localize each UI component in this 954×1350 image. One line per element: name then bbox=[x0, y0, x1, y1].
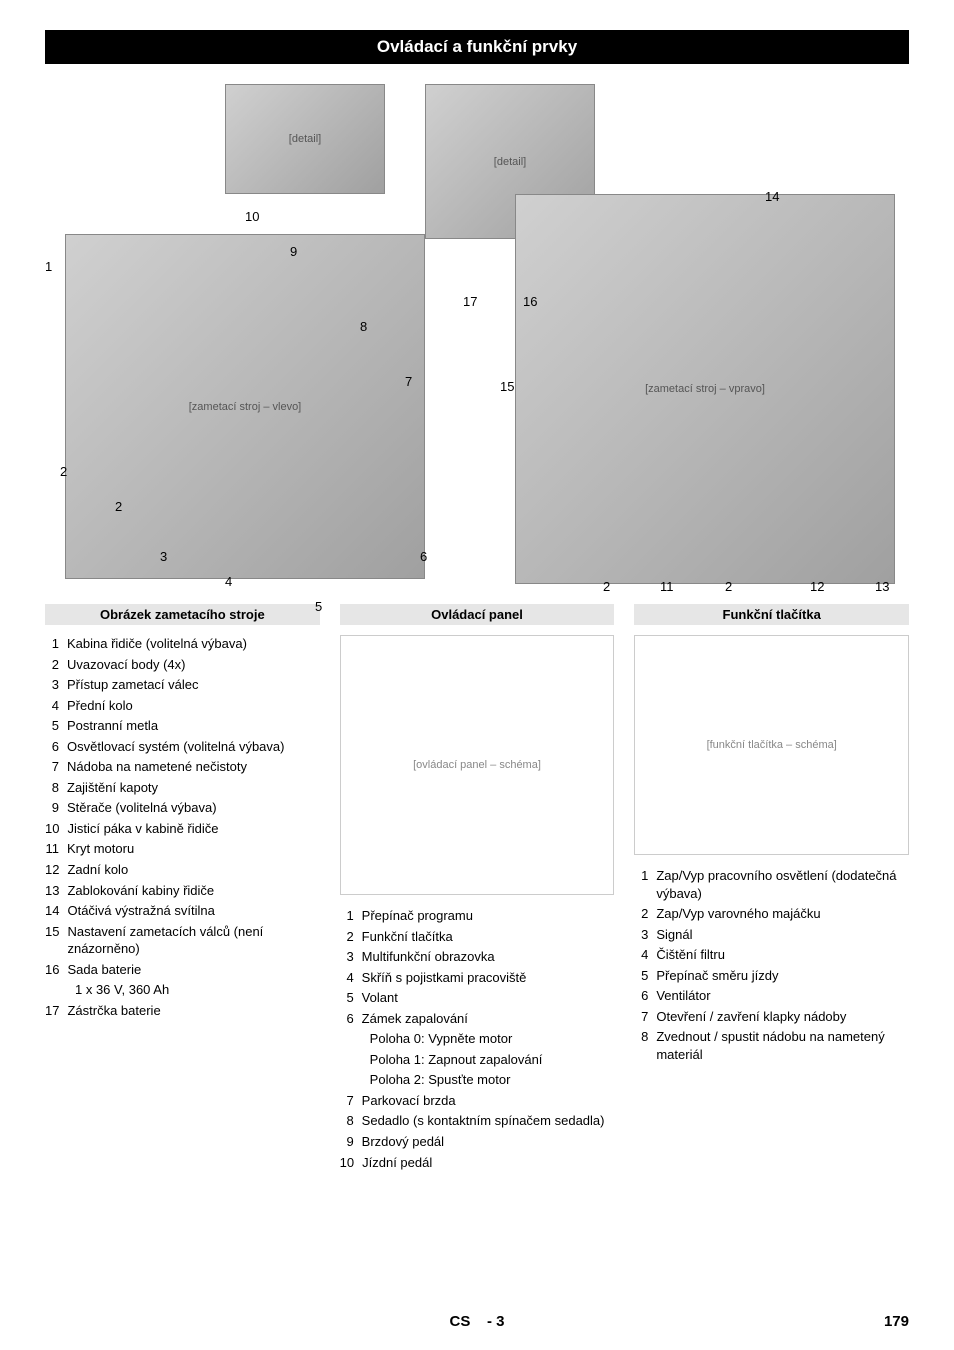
page-header: Ovládací a funkční prvky bbox=[45, 30, 909, 64]
list-item: Otáčivá výstražná svítilna bbox=[67, 902, 319, 920]
section-title-3: Funkční tlačítka bbox=[634, 604, 909, 625]
footer-page: 179 bbox=[884, 1313, 909, 1330]
callout: 10 bbox=[245, 209, 259, 224]
list-item: Zámek zapalování bbox=[362, 1010, 615, 1028]
list-item: Osvětlovací systém (volitelná výbava) bbox=[67, 738, 320, 756]
list-item: Multifunkční obrazovka bbox=[362, 948, 615, 966]
list-section1-cont: 17Zástrčka baterie bbox=[45, 1002, 320, 1020]
callout: 2 bbox=[603, 579, 610, 594]
list-item: Otevření / zavření klapky nádoby bbox=[656, 1008, 909, 1026]
photo-machine-right: [zametací stroj – vpravo] bbox=[515, 194, 895, 584]
column-2: Ovládací panel [ovládací panel – schéma]… bbox=[340, 604, 615, 1174]
list-item: Zajištění kapoty bbox=[67, 779, 320, 797]
footer-lang: CS bbox=[449, 1313, 470, 1330]
callout: 17 bbox=[463, 294, 477, 309]
callout: 2 bbox=[725, 579, 732, 594]
list-item: Zástrčka baterie bbox=[67, 1002, 319, 1020]
list-item: Parkovací brzda bbox=[362, 1092, 615, 1110]
list-item: Skříň s pojistkami pracoviště bbox=[362, 969, 615, 987]
content-columns: Obrázek zametacího stroje 1Kabina řidiče… bbox=[45, 604, 909, 1174]
list-subitem: Poloha 1: Zapnout zapalování bbox=[340, 1051, 615, 1069]
list-item: Sada baterie bbox=[67, 961, 319, 979]
list-item: Přepínač programu bbox=[362, 907, 615, 925]
list-item: Kabina řidiče (volitelná výbava) bbox=[67, 635, 320, 653]
list-item: Brzdový pedál bbox=[362, 1133, 615, 1151]
list-item: Přístup zametací válec bbox=[67, 676, 320, 694]
list-item: Ventilátor bbox=[656, 987, 909, 1005]
list-item: Nastavení zametacích válců (není znázorn… bbox=[67, 923, 319, 958]
section-title-2: Ovládací panel bbox=[340, 604, 615, 625]
list-item: Funkční tlačítka bbox=[362, 928, 615, 946]
photo-machine-left: [zametací stroj – vlevo] bbox=[65, 234, 425, 579]
list-item: Přepínač směru jízdy bbox=[656, 967, 909, 985]
callout: 2 bbox=[60, 464, 67, 479]
main-image-area: [detail] [detail] [zametací stroj – vlev… bbox=[45, 84, 909, 604]
list-item: Kryt motoru bbox=[67, 840, 320, 858]
list-item: Jízdní pedál bbox=[362, 1154, 614, 1172]
page-footer: CS - 3 179 bbox=[45, 1313, 909, 1330]
callout: 3 bbox=[160, 549, 167, 564]
footer-subpage: 3 bbox=[496, 1313, 504, 1330]
footer-center: CS - 3 bbox=[449, 1313, 504, 1330]
column-1: Obrázek zametacího stroje 1Kabina řidiče… bbox=[45, 604, 320, 1174]
list-item: Sedadlo (s kontaktním spínačem sedadla) bbox=[362, 1112, 615, 1130]
list-section2: 1Přepínač programu 2Funkční tlačítka 3Mu… bbox=[340, 907, 615, 1027]
footer-sep: - bbox=[487, 1313, 492, 1330]
list-item: Čištění filtru bbox=[656, 946, 909, 964]
callout: 16 bbox=[523, 294, 537, 309]
list-item: Přední kolo bbox=[67, 697, 320, 715]
diagram-function-buttons: [funkční tlačítka – schéma] bbox=[634, 635, 909, 855]
callout: 5 bbox=[315, 599, 322, 614]
list-item: Zablokování kabiny řidiče bbox=[67, 882, 319, 900]
callout: 12 bbox=[810, 579, 824, 594]
photo-detail-left: [detail] bbox=[225, 84, 385, 194]
list-subitem: Poloha 0: Vypněte motor bbox=[340, 1030, 615, 1048]
list-item: Volant bbox=[362, 989, 615, 1007]
callout: 1 bbox=[45, 259, 52, 274]
list-item: Zap/Vyp pracovního osvětlení (dodatečná … bbox=[656, 867, 909, 902]
list-section3: 1Zap/Vyp pracovního osvětlení (dodatečná… bbox=[634, 867, 909, 1063]
list-section2-cont: 7Parkovací brzda 8Sedadlo (s kontaktním … bbox=[340, 1092, 615, 1171]
list-item: Zadní kolo bbox=[67, 861, 319, 879]
list-section1: 1Kabina řidiče (volitelná výbava) 2Uvazo… bbox=[45, 635, 320, 978]
callout: 15 bbox=[500, 379, 514, 394]
list-subitem: Poloha 2: Spusťte motor bbox=[340, 1071, 615, 1089]
list-item: Jisticí páka v kabině řidiče bbox=[67, 820, 319, 838]
callout: 13 bbox=[875, 579, 889, 594]
list-item: Stěrače (volitelná výbava) bbox=[67, 799, 320, 817]
callout: 8 bbox=[360, 319, 367, 334]
callout: 7 bbox=[405, 374, 412, 389]
list-item: Nádoba na nametené nečistoty bbox=[67, 758, 320, 776]
list-item: Zvednout / spustit nádobu na nametený ma… bbox=[656, 1028, 909, 1063]
callout: 14 bbox=[765, 189, 779, 204]
callout: 2 bbox=[115, 499, 122, 514]
column-3: Funkční tlačítka [funkční tlačítka – sch… bbox=[634, 604, 909, 1174]
callout: 6 bbox=[420, 549, 427, 564]
list-item: Postranní metla bbox=[67, 717, 320, 735]
list-subitem: 1 x 36 V, 360 Ah bbox=[45, 981, 320, 999]
list-item: Signál bbox=[656, 926, 909, 944]
section-title-1: Obrázek zametacího stroje bbox=[45, 604, 320, 625]
callout: 4 bbox=[225, 574, 232, 589]
callout: 11 bbox=[660, 579, 674, 594]
diagram-control-panel: [ovládací panel – schéma] bbox=[340, 635, 615, 895]
list-item: Zap/Vyp varovného majáčku bbox=[656, 905, 909, 923]
callout: 9 bbox=[290, 244, 297, 259]
list-item: Uvazovací body (4x) bbox=[67, 656, 320, 674]
